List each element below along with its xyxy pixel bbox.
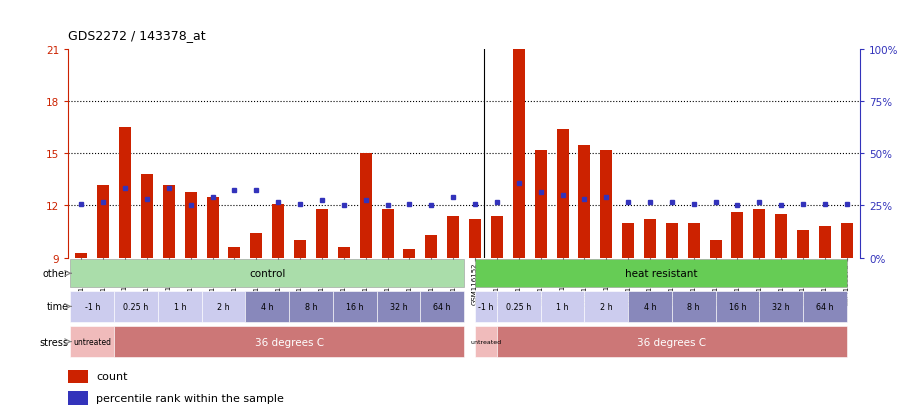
Bar <box>622 223 634 258</box>
Text: 0.25 h: 0.25 h <box>124 302 148 311</box>
Bar <box>68 392 88 405</box>
Text: 32 h: 32 h <box>389 302 408 311</box>
Bar <box>246 291 289 323</box>
Bar <box>541 291 584 323</box>
Text: 1 h: 1 h <box>174 302 186 311</box>
Bar <box>97 185 109 258</box>
Text: untreated: untreated <box>74 337 111 346</box>
Text: stress: stress <box>40 337 68 347</box>
Bar <box>250 234 262 258</box>
Bar <box>804 291 847 323</box>
Bar <box>732 213 743 258</box>
Bar <box>158 291 202 323</box>
Bar <box>403 249 416 258</box>
Text: 1 h: 1 h <box>556 302 569 311</box>
Bar <box>710 241 722 258</box>
Bar <box>469 220 481 258</box>
Bar <box>497 291 541 323</box>
Bar <box>535 150 547 258</box>
Bar <box>333 291 377 323</box>
Text: -1 h: -1 h <box>479 302 493 311</box>
Bar <box>475 326 497 358</box>
Bar <box>688 223 700 258</box>
Text: 64 h: 64 h <box>433 302 451 311</box>
Text: heat resistant: heat resistant <box>624 268 697 279</box>
Bar <box>377 291 420 323</box>
Bar <box>228 248 240 258</box>
Bar <box>338 248 349 258</box>
Bar <box>490 216 503 258</box>
Bar <box>475 291 497 323</box>
Bar <box>163 185 175 258</box>
Bar <box>447 216 460 258</box>
Bar <box>753 209 765 258</box>
Bar <box>114 291 158 323</box>
Bar <box>294 241 306 258</box>
Bar <box>628 291 672 323</box>
Text: control: control <box>249 268 286 279</box>
Bar <box>512 50 525 258</box>
Bar <box>70 326 114 358</box>
Text: untreated: untreated <box>470 339 501 344</box>
Bar <box>185 192 197 258</box>
Bar <box>579 145 591 258</box>
Bar <box>666 223 678 258</box>
Text: 64 h: 64 h <box>816 302 834 311</box>
Text: GDS2272 / 143378_at: GDS2272 / 143378_at <box>68 29 206 42</box>
Text: other: other <box>43 268 68 279</box>
Bar <box>497 326 847 358</box>
Bar <box>644 220 656 258</box>
Text: 32 h: 32 h <box>773 302 790 311</box>
Text: 2 h: 2 h <box>600 302 612 311</box>
Text: 36 degrees C: 36 degrees C <box>637 337 706 347</box>
Text: 16 h: 16 h <box>729 302 746 311</box>
Text: 4 h: 4 h <box>643 302 656 311</box>
Text: 8 h: 8 h <box>305 302 318 311</box>
Text: percentile rank within the sample: percentile rank within the sample <box>96 393 284 403</box>
Bar <box>584 291 628 323</box>
Text: 2 h: 2 h <box>217 302 230 311</box>
Bar <box>70 291 114 323</box>
Bar <box>601 150 612 258</box>
Bar <box>420 291 464 323</box>
Text: -1 h: -1 h <box>85 302 100 311</box>
Bar <box>841 223 853 258</box>
Bar <box>672 291 715 323</box>
Bar <box>475 260 847 287</box>
Bar <box>76 253 87 258</box>
Bar <box>207 197 218 258</box>
Text: 4 h: 4 h <box>261 302 274 311</box>
Bar <box>759 291 804 323</box>
Bar <box>381 209 393 258</box>
Bar <box>715 291 759 323</box>
Text: 8 h: 8 h <box>687 302 700 311</box>
Bar <box>272 204 284 258</box>
Bar <box>289 291 333 323</box>
Text: 0.25 h: 0.25 h <box>506 302 531 311</box>
Bar <box>359 154 371 258</box>
Text: time: time <box>46 301 68 312</box>
Bar <box>141 175 153 258</box>
Bar <box>114 326 464 358</box>
Bar <box>797 230 809 258</box>
Bar <box>425 235 438 258</box>
Bar <box>775 215 787 258</box>
Text: count: count <box>96 372 127 382</box>
Text: 16 h: 16 h <box>346 302 363 311</box>
Bar <box>316 209 328 258</box>
Bar <box>68 370 88 383</box>
Bar <box>70 260 464 287</box>
Bar <box>819 227 831 258</box>
Bar <box>557 130 569 258</box>
Bar <box>119 128 131 258</box>
Text: 36 degrees C: 36 degrees C <box>255 337 324 347</box>
Bar <box>202 291 246 323</box>
